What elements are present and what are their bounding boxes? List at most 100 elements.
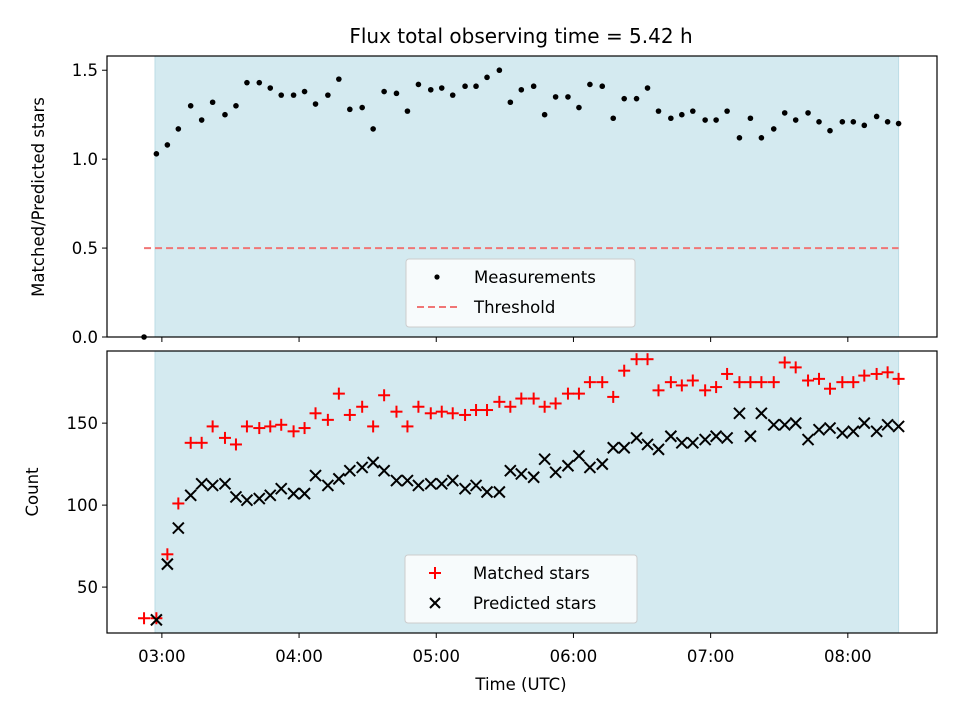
predicted-stars-point	[755, 407, 768, 420]
ratio-y-tick-label: 0.0	[72, 328, 98, 347]
predicted-stars-point	[778, 418, 791, 431]
predicted-stars-point	[641, 438, 654, 451]
predicted-stars-point	[733, 407, 746, 420]
matched-stars-point	[607, 390, 620, 403]
chart-title: Flux total observing time = 5.42 h	[349, 24, 692, 48]
measurement-point	[758, 135, 765, 141]
measurement-point	[655, 108, 662, 114]
measurement-point	[473, 83, 479, 90]
matched-stars-point	[424, 407, 437, 420]
predicted-stars-point	[150, 613, 163, 627]
measurement-point	[792, 117, 799, 123]
predicted-stars-point	[515, 467, 528, 481]
predicted-stars-point	[744, 430, 757, 443]
measurement-point	[724, 108, 730, 114]
matched-stars-point	[470, 404, 483, 417]
matched-stars-point	[493, 395, 506, 408]
measurement-point	[233, 102, 239, 109]
ratio-y-tick-label: 1.5	[72, 61, 98, 80]
ratio-legend: Measurements Threshold	[405, 258, 636, 328]
legend-measurements-marker	[434, 274, 440, 280]
measurement-point	[462, 83, 468, 90]
measurement-point	[668, 115, 674, 122]
matched-stars-point	[572, 387, 585, 400]
measurement-point	[312, 101, 319, 107]
predicted-stars-point	[424, 477, 437, 491]
count-marks	[138, 353, 905, 627]
measurement-point	[839, 119, 846, 125]
predicted-stars-point	[823, 421, 837, 435]
measurement-point	[164, 142, 171, 148]
matched-stars-point	[744, 376, 757, 389]
matched-stars-point	[710, 381, 723, 394]
predicted-stars-point	[767, 418, 780, 431]
matched-stars-point	[892, 372, 905, 385]
matched-stars-point	[549, 397, 562, 410]
predicted-stars-point	[527, 471, 540, 484]
count-y-ticks: 50 100 150	[67, 414, 107, 597]
matched-stars-point	[343, 408, 356, 421]
legend-matched-label: Matched stars	[473, 564, 590, 583]
predicted-stars-point	[870, 425, 883, 438]
measurement-point	[438, 85, 445, 91]
matched-stars-point	[195, 436, 208, 449]
x-tick-label: 03:00	[138, 647, 186, 666]
matched-stars-point	[652, 384, 665, 397]
legend-matched-marker	[429, 567, 441, 579]
predicted-stars-point	[607, 441, 620, 454]
predicted-stars-point	[480, 485, 494, 499]
ratio-marks	[141, 67, 902, 340]
measurement-point	[484, 74, 490, 81]
matched-stars-point	[789, 361, 802, 374]
predicted-stars-point	[298, 487, 311, 500]
ratio-y-ticks: 0.0 0.5 1.0 1.5	[72, 61, 107, 347]
predicted-stars-point	[195, 477, 208, 491]
matched-stars-point	[356, 400, 369, 413]
measurement-point	[347, 106, 353, 113]
matched-stars-point	[390, 405, 403, 418]
measurement-point	[884, 119, 891, 125]
ratio-panel: 0.0 0.5 1.0 1.5 Matched/Predicted stars Mea…	[29, 55, 938, 347]
predicted-stars-point	[218, 477, 232, 491]
predicted-stars-point	[709, 430, 723, 443]
predicted-stars-point	[836, 426, 849, 440]
measurement-point	[507, 99, 514, 106]
matched-stars-point	[401, 420, 414, 433]
matched-stars-point	[138, 612, 151, 625]
predicted-stars-point	[309, 469, 322, 482]
matched-stars-point	[813, 372, 826, 385]
matched-stars-point	[332, 387, 345, 400]
measurement-point	[702, 117, 708, 123]
count-x-ticks: 03:00 04:00 05:00 06:00 07:00 08:00	[138, 633, 872, 666]
predicted-stars-point	[377, 464, 391, 477]
measurement-point	[850, 119, 857, 125]
matched-stars-point	[321, 413, 334, 426]
measurement-point	[610, 115, 617, 122]
matched-stars-point	[881, 366, 894, 379]
matched-stars-point	[150, 612, 163, 625]
measurement-point	[198, 117, 205, 123]
matched-stars-point	[641, 353, 654, 366]
measurement-point	[496, 67, 503, 74]
measurement-point	[679, 111, 685, 118]
matched-stars-point	[664, 376, 677, 389]
measurement-point	[713, 117, 719, 123]
matched-stars-point	[733, 376, 746, 389]
measurement-point	[599, 83, 606, 90]
measurement-point	[805, 110, 811, 116]
measurement-point	[518, 86, 525, 93]
predicted-stars-point	[881, 418, 894, 431]
x-axis-label: Time (UTC)	[474, 675, 566, 694]
matched-stars-point	[240, 420, 253, 433]
measurement-point	[565, 94, 571, 100]
predicted-stars-point	[469, 479, 483, 492]
legend-predicted-marker	[429, 597, 441, 609]
matched-stars-point	[870, 367, 883, 380]
measurement-point	[187, 102, 194, 109]
predicted-stars-point	[184, 489, 197, 502]
predicted-stars-point	[332, 472, 346, 486]
predicted-stars-point	[572, 449, 586, 463]
measurement-point	[153, 151, 160, 157]
